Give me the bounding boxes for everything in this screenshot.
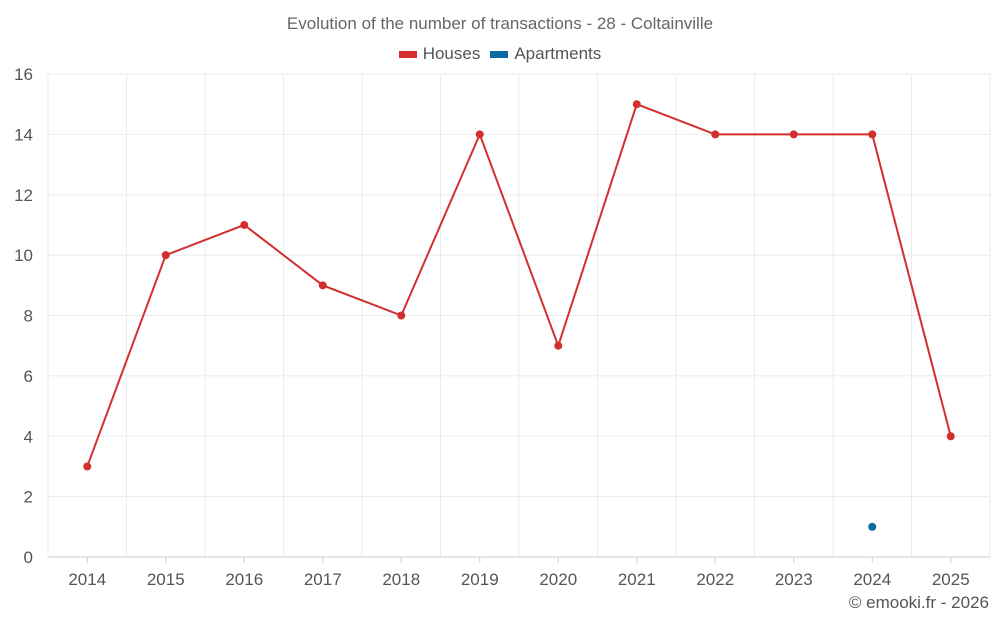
credit-text: © emooki.fr - 2026: [848, 593, 989, 612]
x-tick-label: 2016: [225, 570, 263, 589]
y-tick-label: 10: [14, 246, 33, 265]
series-line-houses: [86, 102, 952, 467]
y-tick-label: 14: [14, 125, 33, 144]
x-tick-label: 2014: [68, 570, 106, 589]
x-tick-label: 2018: [382, 570, 420, 589]
y-tick-label: 8: [24, 307, 33, 326]
data-point-houses[interactable]: [789, 130, 798, 139]
x-tick-label: 2021: [618, 570, 656, 589]
data-point-houses[interactable]: [318, 281, 327, 290]
data-point-houses[interactable]: [397, 311, 406, 320]
legend-item-apartments[interactable]: Apartments: [490, 44, 601, 64]
data-point-houses[interactable]: [868, 130, 877, 139]
data-point-houses[interactable]: [240, 220, 249, 229]
x-tick-label: 2020: [539, 570, 577, 589]
legend-label-apartments: Apartments: [514, 44, 602, 63]
legend-label-houses: Houses: [422, 44, 481, 63]
y-tick-label: 2: [24, 488, 33, 507]
series: [83, 100, 955, 531]
y-tick-label: 0: [24, 548, 33, 567]
x-tick-label: 2017: [304, 570, 342, 589]
x-tick-label: 2022: [696, 570, 734, 589]
x-tick-label: 2019: [461, 570, 499, 589]
y-tick-label: 16: [14, 65, 33, 84]
axes: 0 2 4 6 8 10 12 14 16 2014 2015 2016 2017 2018 2019 202…: [14, 65, 970, 589]
data-point-houses[interactable]: [161, 251, 170, 260]
data-point-houses[interactable]: [632, 100, 641, 109]
x-tick-label: 2024: [853, 570, 891, 589]
legend-swatch-houses: [398, 50, 417, 58]
data-point-houses[interactable]: [83, 462, 92, 471]
x-tick-label: 2023: [775, 570, 813, 589]
y-tick-label: 6: [24, 367, 33, 386]
y-tick-label: 4: [24, 427, 33, 446]
data-point-houses[interactable]: [711, 130, 720, 139]
legend-item-houses[interactable]: Houses: [398, 44, 481, 64]
y-tick-label: 12: [14, 186, 33, 205]
x-tick-label: 2015: [147, 570, 185, 589]
grid: [47, 73, 991, 558]
data-point-houses[interactable]: [554, 341, 563, 350]
x-tick-label: 2025: [932, 570, 970, 589]
data-point-houses[interactable]: [946, 432, 955, 441]
legend: Houses Apartments: [0, 44, 1000, 64]
chart-title: Evolution of the number of transactions …: [286, 14, 714, 33]
data-point-houses[interactable]: [475, 130, 484, 139]
legend-swatch-apartments: [490, 50, 509, 58]
data-point-apartments[interactable]: [868, 522, 877, 531]
